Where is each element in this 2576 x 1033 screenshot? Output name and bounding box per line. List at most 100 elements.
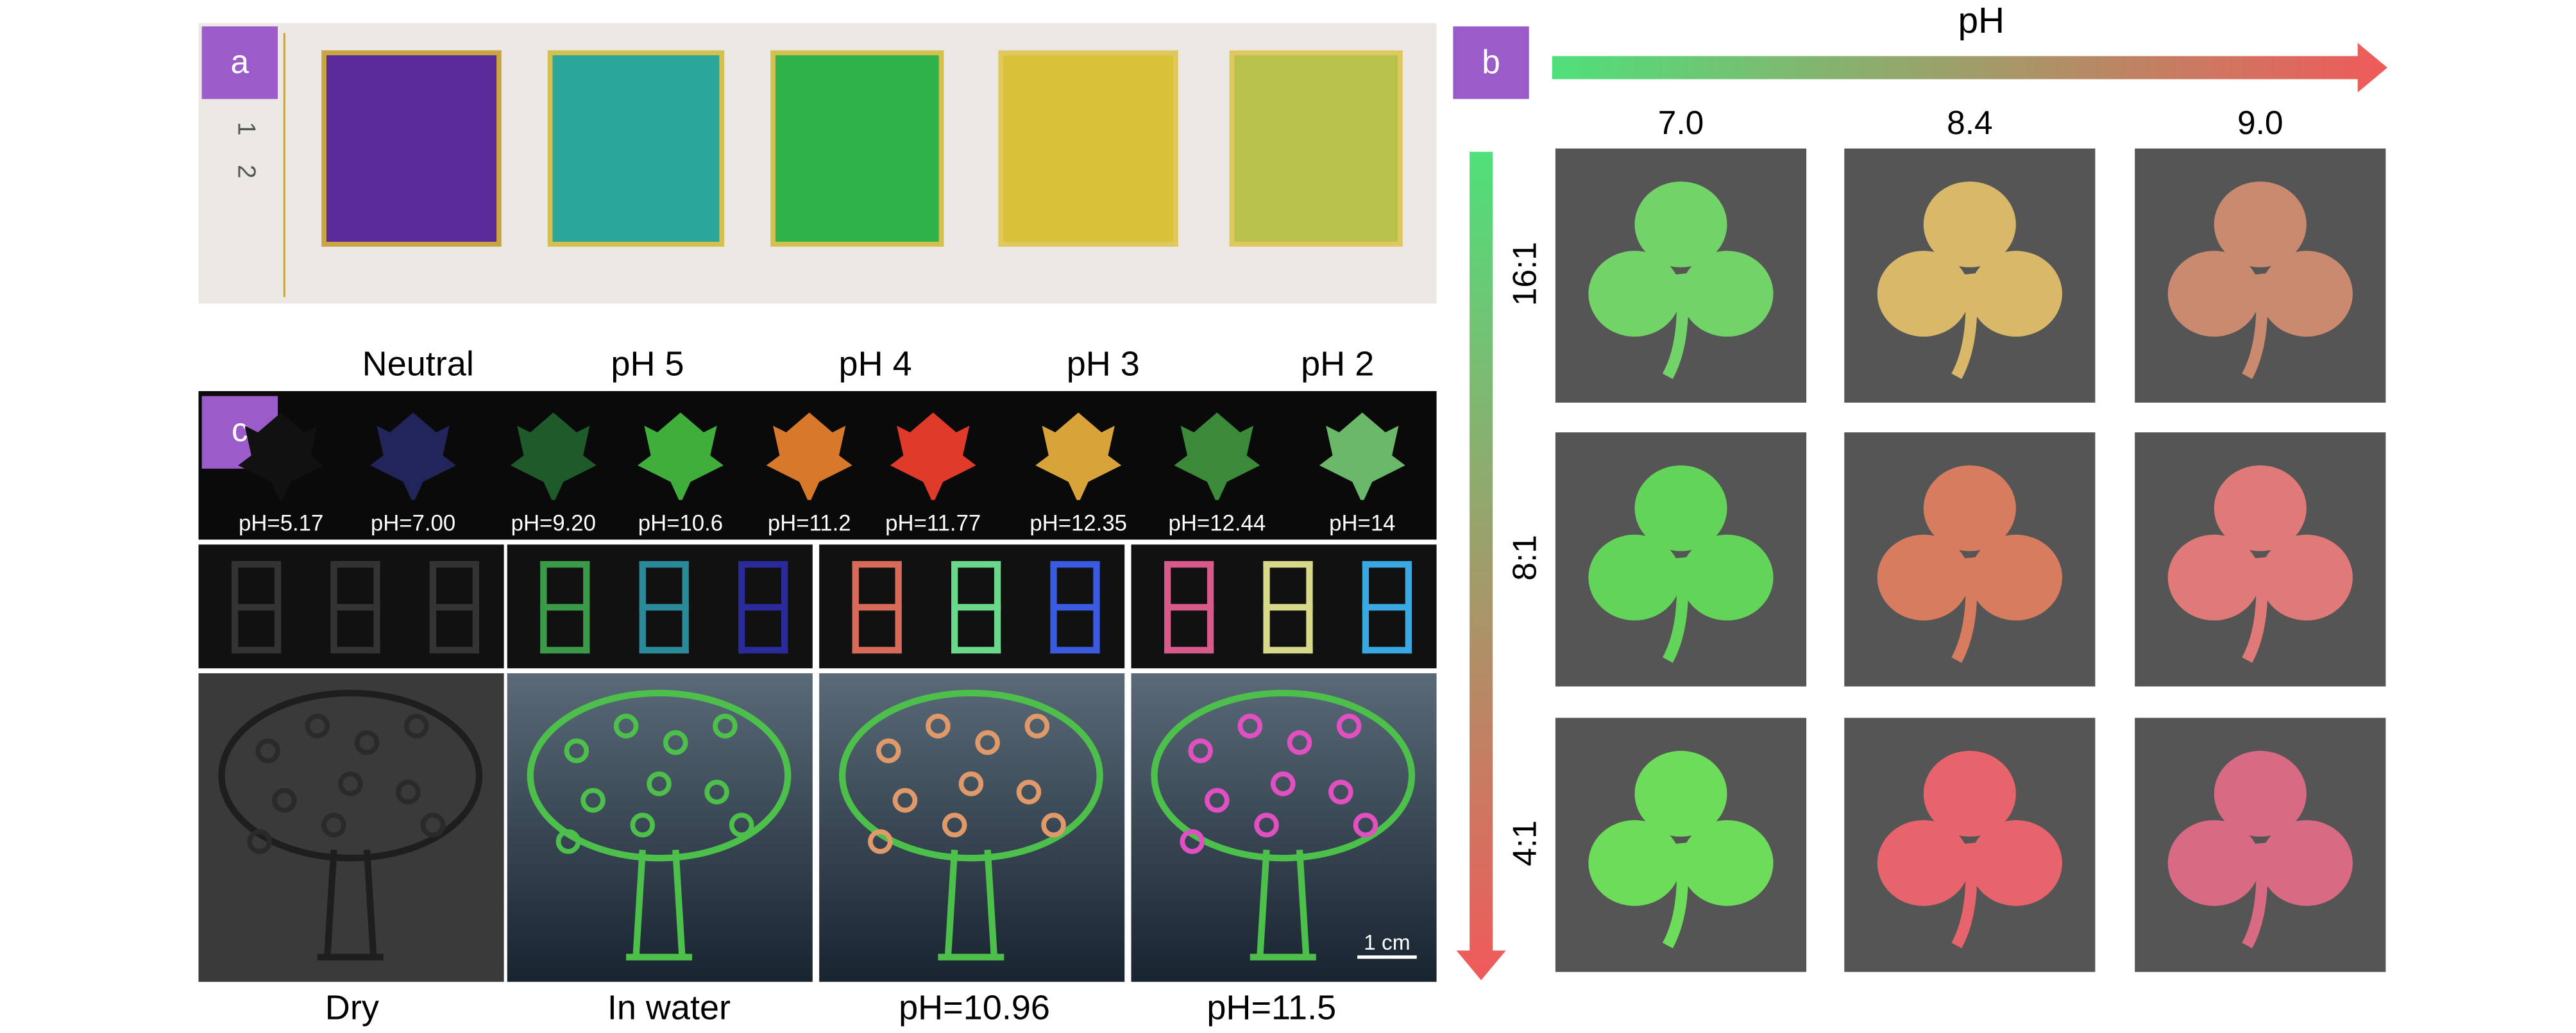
segment xyxy=(738,646,788,654)
segment xyxy=(231,603,282,611)
condition-label: Neutral xyxy=(362,345,474,383)
apple xyxy=(247,829,273,854)
ph-value: pH=11.2 xyxy=(768,512,851,536)
apple xyxy=(1336,714,1362,739)
ph-value: pH=12.44 xyxy=(1169,512,1266,536)
segment xyxy=(540,560,590,568)
segment xyxy=(852,560,859,654)
segment xyxy=(951,646,1001,654)
clover-leaf xyxy=(2167,534,2260,621)
segment xyxy=(429,603,479,611)
apple xyxy=(1041,812,1066,838)
leaf xyxy=(238,412,325,500)
segment xyxy=(1050,646,1100,654)
segment xyxy=(1164,646,1214,654)
clover-leaf xyxy=(1634,465,1727,551)
clover-leaf xyxy=(2167,251,2260,337)
clover-leaf xyxy=(1681,251,1774,337)
apple xyxy=(1188,738,1213,764)
tree-crown xyxy=(218,689,483,862)
clover-leaf xyxy=(1588,251,1681,337)
apple xyxy=(663,730,688,755)
leaf xyxy=(638,412,724,500)
segment xyxy=(1164,603,1214,611)
panel-label: b xyxy=(1482,43,1500,80)
segment xyxy=(1263,603,1313,611)
leaf xyxy=(766,412,852,500)
apple xyxy=(892,787,918,813)
ph-value: pH=9.20 xyxy=(511,512,596,536)
segment xyxy=(429,560,479,568)
tree-panel xyxy=(198,673,504,982)
apple xyxy=(1016,779,1042,805)
clover-leaf xyxy=(1634,181,1727,267)
apple xyxy=(647,771,672,796)
condition-label: pH 3 xyxy=(1067,345,1140,383)
apple xyxy=(1328,779,1353,805)
apple xyxy=(1205,787,1230,813)
tree-crown xyxy=(527,689,792,862)
segment xyxy=(951,560,958,654)
film xyxy=(998,50,1178,247)
clover-leaf xyxy=(2260,820,2353,906)
label-box xyxy=(1453,26,1529,99)
generated: 7.0 8.4 9.0 16:1 8:1 4:1 Neutral pH 5 pH 4 pH 3 pH… xyxy=(198,104,2386,1027)
segment xyxy=(330,603,380,611)
segment xyxy=(1263,560,1313,568)
scale-label: 1 cm xyxy=(1364,931,1410,955)
ratio-arrow xyxy=(1456,151,1506,980)
segment xyxy=(330,560,380,568)
segment xyxy=(1306,560,1313,654)
clover-leaf xyxy=(2260,534,2353,621)
segment xyxy=(1362,560,1412,568)
segment xyxy=(231,646,282,654)
apple xyxy=(354,730,380,755)
tree-panel xyxy=(819,673,1125,982)
panel-label: a xyxy=(231,43,250,80)
ph-value: pH=5.17 xyxy=(239,512,323,536)
segment xyxy=(1050,603,1100,611)
ph-value: pH=10.6 xyxy=(638,512,723,536)
apple xyxy=(942,812,967,838)
tree-trunk xyxy=(938,850,1004,961)
row-label: 8:1 xyxy=(1506,535,1543,581)
row-label: 16:1 xyxy=(1506,242,1543,306)
segment xyxy=(639,646,689,654)
apple xyxy=(975,730,1000,755)
clover-leaf xyxy=(1923,750,2016,837)
segment xyxy=(951,560,1001,568)
apple xyxy=(958,771,984,796)
segment xyxy=(231,560,282,568)
segment xyxy=(429,646,479,654)
leaf xyxy=(1319,412,1405,500)
condition-label: pH 4 xyxy=(839,345,912,383)
tree-crown xyxy=(1151,689,1416,862)
film xyxy=(770,50,944,247)
condition-label: pH 2 xyxy=(1301,345,1374,383)
segment xyxy=(1050,560,1057,654)
apple xyxy=(272,787,297,813)
clover-leaf xyxy=(2260,251,2353,337)
clover-leaf xyxy=(1877,251,1970,337)
segment xyxy=(231,560,239,654)
segment xyxy=(330,560,337,654)
tree-panel xyxy=(507,673,813,982)
tree-trunk xyxy=(317,850,384,961)
column-label: 7.0 xyxy=(1658,104,1704,141)
apple xyxy=(580,787,606,813)
film xyxy=(1229,50,1403,247)
apple xyxy=(1237,714,1263,739)
segment xyxy=(738,560,745,654)
apple xyxy=(1180,829,1205,854)
apple xyxy=(555,829,581,854)
segment xyxy=(330,646,380,654)
segment xyxy=(583,560,590,654)
segment xyxy=(682,560,689,654)
column-label: 8.4 xyxy=(1947,104,1993,141)
apple xyxy=(564,738,589,764)
segment xyxy=(1164,560,1214,568)
apple xyxy=(321,812,346,838)
panel-label: c xyxy=(232,411,248,448)
clover-leaf xyxy=(1681,534,1774,621)
